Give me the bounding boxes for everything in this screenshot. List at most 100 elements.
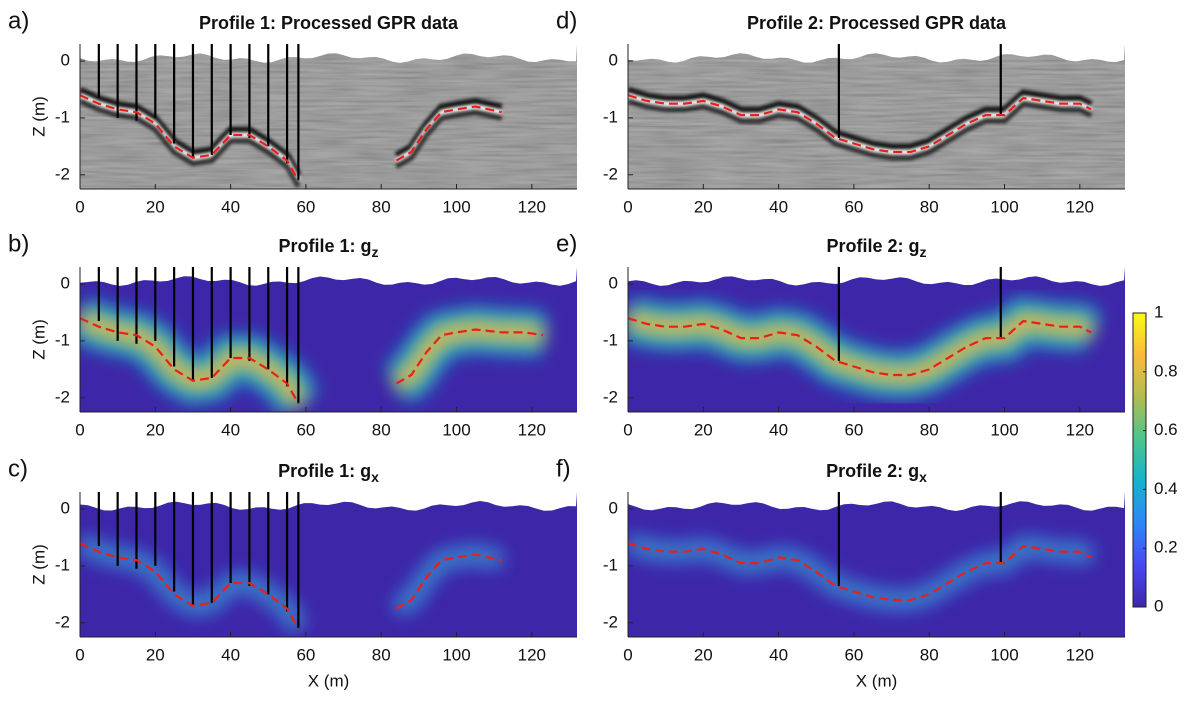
reflector-dark (628, 98, 1093, 161)
colorbar-tick-label: 0.8 (1154, 361, 1178, 380)
x-tick-label: 40 (769, 420, 788, 439)
x-tick-label: 20 (694, 420, 713, 439)
y-tick-label: 0 (61, 499, 70, 518)
x-tick-label: 100 (990, 420, 1018, 439)
panel-title: Profile 2: gz (826, 236, 926, 260)
interface-line (628, 542, 1092, 602)
colorbar-tick-label: 1 (1154, 302, 1163, 321)
title-text: Profile 2: Processed GPR data (747, 13, 1007, 33)
panel-label: a) (8, 7, 29, 34)
panel-label: d) (556, 7, 577, 34)
y-tick-label: 0 (609, 51, 618, 70)
title-text: Profile 1: Processed GPR data (199, 13, 459, 33)
interface-line (628, 317, 1092, 377)
x-tick-label: 80 (920, 645, 939, 664)
title-subscript: x (371, 469, 379, 485)
y-axis-label: Z (m) (29, 96, 48, 137)
y-tick-label: -2 (603, 387, 618, 406)
y-tick-label: -1 (55, 330, 70, 349)
x-tick-label: 80 (372, 420, 391, 439)
x-tick-label: 20 (146, 420, 165, 439)
panel: 0 20 40 60 80 100 120 0 -1 -2 Profile 2: gz e) (556, 230, 1125, 439)
x-tick-label: 60 (296, 645, 315, 664)
panel-title: Profile 2: gx (826, 461, 927, 485)
panel: 0 20 40 60 80 100 120 0 -1 -2 Profile 1: gx c) Z (m)… (8, 455, 577, 690)
x-tick-label: 80 (372, 197, 391, 216)
plot-area (628, 267, 1125, 412)
x-tick-label: 80 (920, 197, 939, 216)
surface-mask (80, 492, 577, 511)
x-tick-label: 60 (844, 420, 863, 439)
colorbar-tick-label: 0.4 (1154, 479, 1178, 498)
x-tick-label: 60 (296, 420, 315, 439)
surface-mask (80, 267, 577, 286)
y-tick-label: -1 (55, 107, 70, 126)
x-tick-label: 120 (518, 645, 546, 664)
x-tick-label: 120 (1066, 197, 1094, 216)
panel: 0 20 40 60 80 100 120 0 -1 -2 Profile 1: Processed… (8, 7, 577, 216)
colorbar-tick-label: 0.2 (1154, 538, 1178, 557)
y-tick-label: 0 (609, 499, 618, 518)
interface-line (80, 317, 544, 405)
y-tick-label: 0 (609, 274, 618, 293)
y-tick-label: -1 (603, 107, 618, 126)
y-tick-label: -1 (603, 555, 618, 574)
x-tick-label: 100 (990, 197, 1018, 216)
title-text: Profile 1: g (278, 236, 371, 256)
x-tick-label: 40 (769, 645, 788, 664)
panel-label: c) (8, 455, 28, 482)
x-tick-label: 40 (221, 645, 240, 664)
x-tick-label: 20 (694, 645, 713, 664)
plot-area (80, 267, 577, 412)
panel: 0 20 40 60 80 100 120 0 -1 -2 Profile 1: gz b) Z (m) (8, 230, 577, 439)
x-tick-label: 20 (694, 197, 713, 216)
x-tick-label: 0 (75, 197, 84, 216)
x-tick-label: 0 (623, 645, 632, 664)
y-tick-label: -2 (55, 164, 70, 183)
plot-area (628, 44, 1125, 189)
x-axis-label: X (m) (856, 671, 898, 690)
x-tick-label: 0 (75, 420, 84, 439)
x-tick-label: 40 (221, 420, 240, 439)
plot-area (80, 492, 577, 637)
title-text: Profile 2: g (826, 236, 919, 256)
y-tick-label: -2 (55, 387, 70, 406)
panel-title: Profile 1: Processed GPR data (199, 13, 459, 33)
plot-area (80, 44, 577, 189)
interface-line (80, 542, 502, 630)
x-tick-label: 0 (623, 420, 632, 439)
x-tick-label: 20 (146, 197, 165, 216)
field-background (628, 492, 1125, 637)
panel-label: b) (8, 230, 29, 257)
x-tick-label: 120 (1066, 645, 1094, 664)
title-text: Profile 2: g (826, 461, 919, 481)
title-subscript: z (372, 244, 379, 260)
x-tick-label: 80 (920, 420, 939, 439)
x-tick-label: 0 (623, 197, 632, 216)
y-tick-label: 0 (61, 274, 70, 293)
title-text: Profile 1: g (278, 461, 371, 481)
interface-line (628, 94, 1092, 154)
interface-line (80, 94, 502, 182)
x-tick-label: 120 (518, 197, 546, 216)
y-tick-label: -1 (603, 330, 618, 349)
colorbar-tick-label: 0 (1154, 596, 1163, 615)
panel-title: Profile 1: gx (278, 461, 379, 485)
x-tick-label: 0 (75, 645, 84, 664)
x-tick-label: 100 (442, 197, 470, 216)
y-tick-label: -2 (603, 164, 618, 183)
x-tick-label: 100 (442, 645, 470, 664)
x-tick-label: 20 (146, 645, 165, 664)
x-tick-label: 80 (372, 645, 391, 664)
y-tick-label: 0 (61, 51, 70, 70)
colorbar-tick-label: 0.6 (1154, 420, 1178, 439)
x-tick-label: 120 (1066, 420, 1094, 439)
plot-area (628, 492, 1125, 637)
panel-title: Profile 1: gz (278, 236, 378, 260)
y-axis-label: Z (m) (29, 544, 48, 585)
x-tick-label: 100 (990, 645, 1018, 664)
reflector-dark (628, 86, 1093, 151)
surface-mask (80, 44, 577, 63)
x-tick-label: 100 (442, 420, 470, 439)
